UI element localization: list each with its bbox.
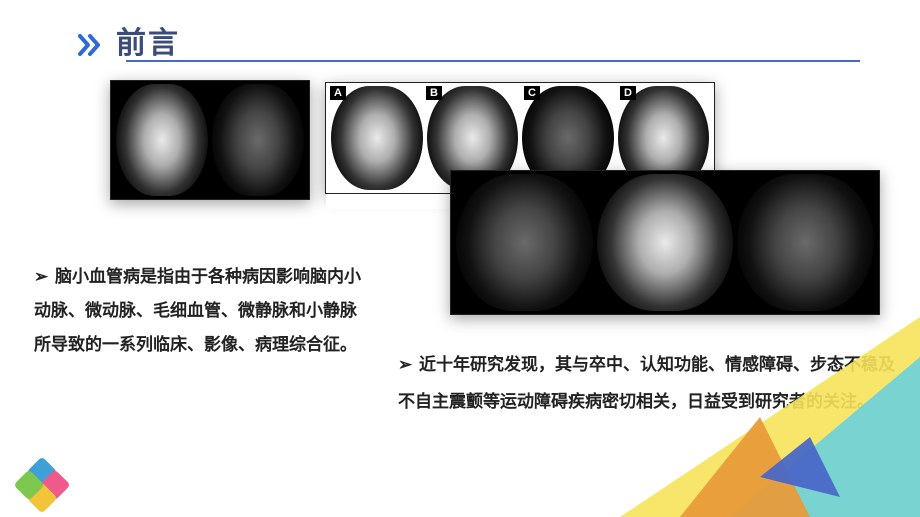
scan-panel-1	[110, 80, 310, 200]
bullet-icon: ➢	[34, 260, 48, 294]
left-paragraph: ➢ 脑小血管病是指由于各种病因影响脑内小动脉、微动脉、毛细血管、微静脉和小静脉所…	[34, 260, 364, 362]
brain-scan	[331, 86, 423, 190]
double-chevron-icon	[78, 34, 102, 56]
scan-panel-3	[450, 170, 880, 315]
brain-scan	[737, 174, 874, 311]
brain-scan	[456, 174, 593, 311]
pinwheel-logo-icon	[18, 461, 66, 509]
bullet-icon: ➢	[398, 346, 412, 383]
right-paragraph-text: 近十年研究发现，其与卒中、认知功能、情感障碍、步态不稳及不自主震颤等运动障碍疾病…	[398, 355, 895, 411]
left-paragraph-text: 脑小血管病是指由于各种病因影响脑内小动脉、微动脉、毛细血管、微静脉和小静脉所导致…	[34, 267, 361, 354]
title-underline	[126, 60, 860, 62]
brain-scan	[212, 84, 304, 196]
slide-header: 前言	[78, 18, 860, 62]
scan-tag: C	[524, 86, 540, 100]
scan-tag: D	[620, 86, 636, 100]
scan-tag: A	[330, 86, 346, 100]
brain-scan	[116, 84, 208, 196]
right-paragraph: ➢ 近十年研究发现，其与卒中、认知功能、情感障碍、步态不稳及不自主震颤等运动障碍…	[398, 346, 898, 421]
brain-scan	[597, 174, 734, 311]
slide-title: 前言	[116, 18, 180, 62]
scan-tag: B	[426, 86, 442, 100]
